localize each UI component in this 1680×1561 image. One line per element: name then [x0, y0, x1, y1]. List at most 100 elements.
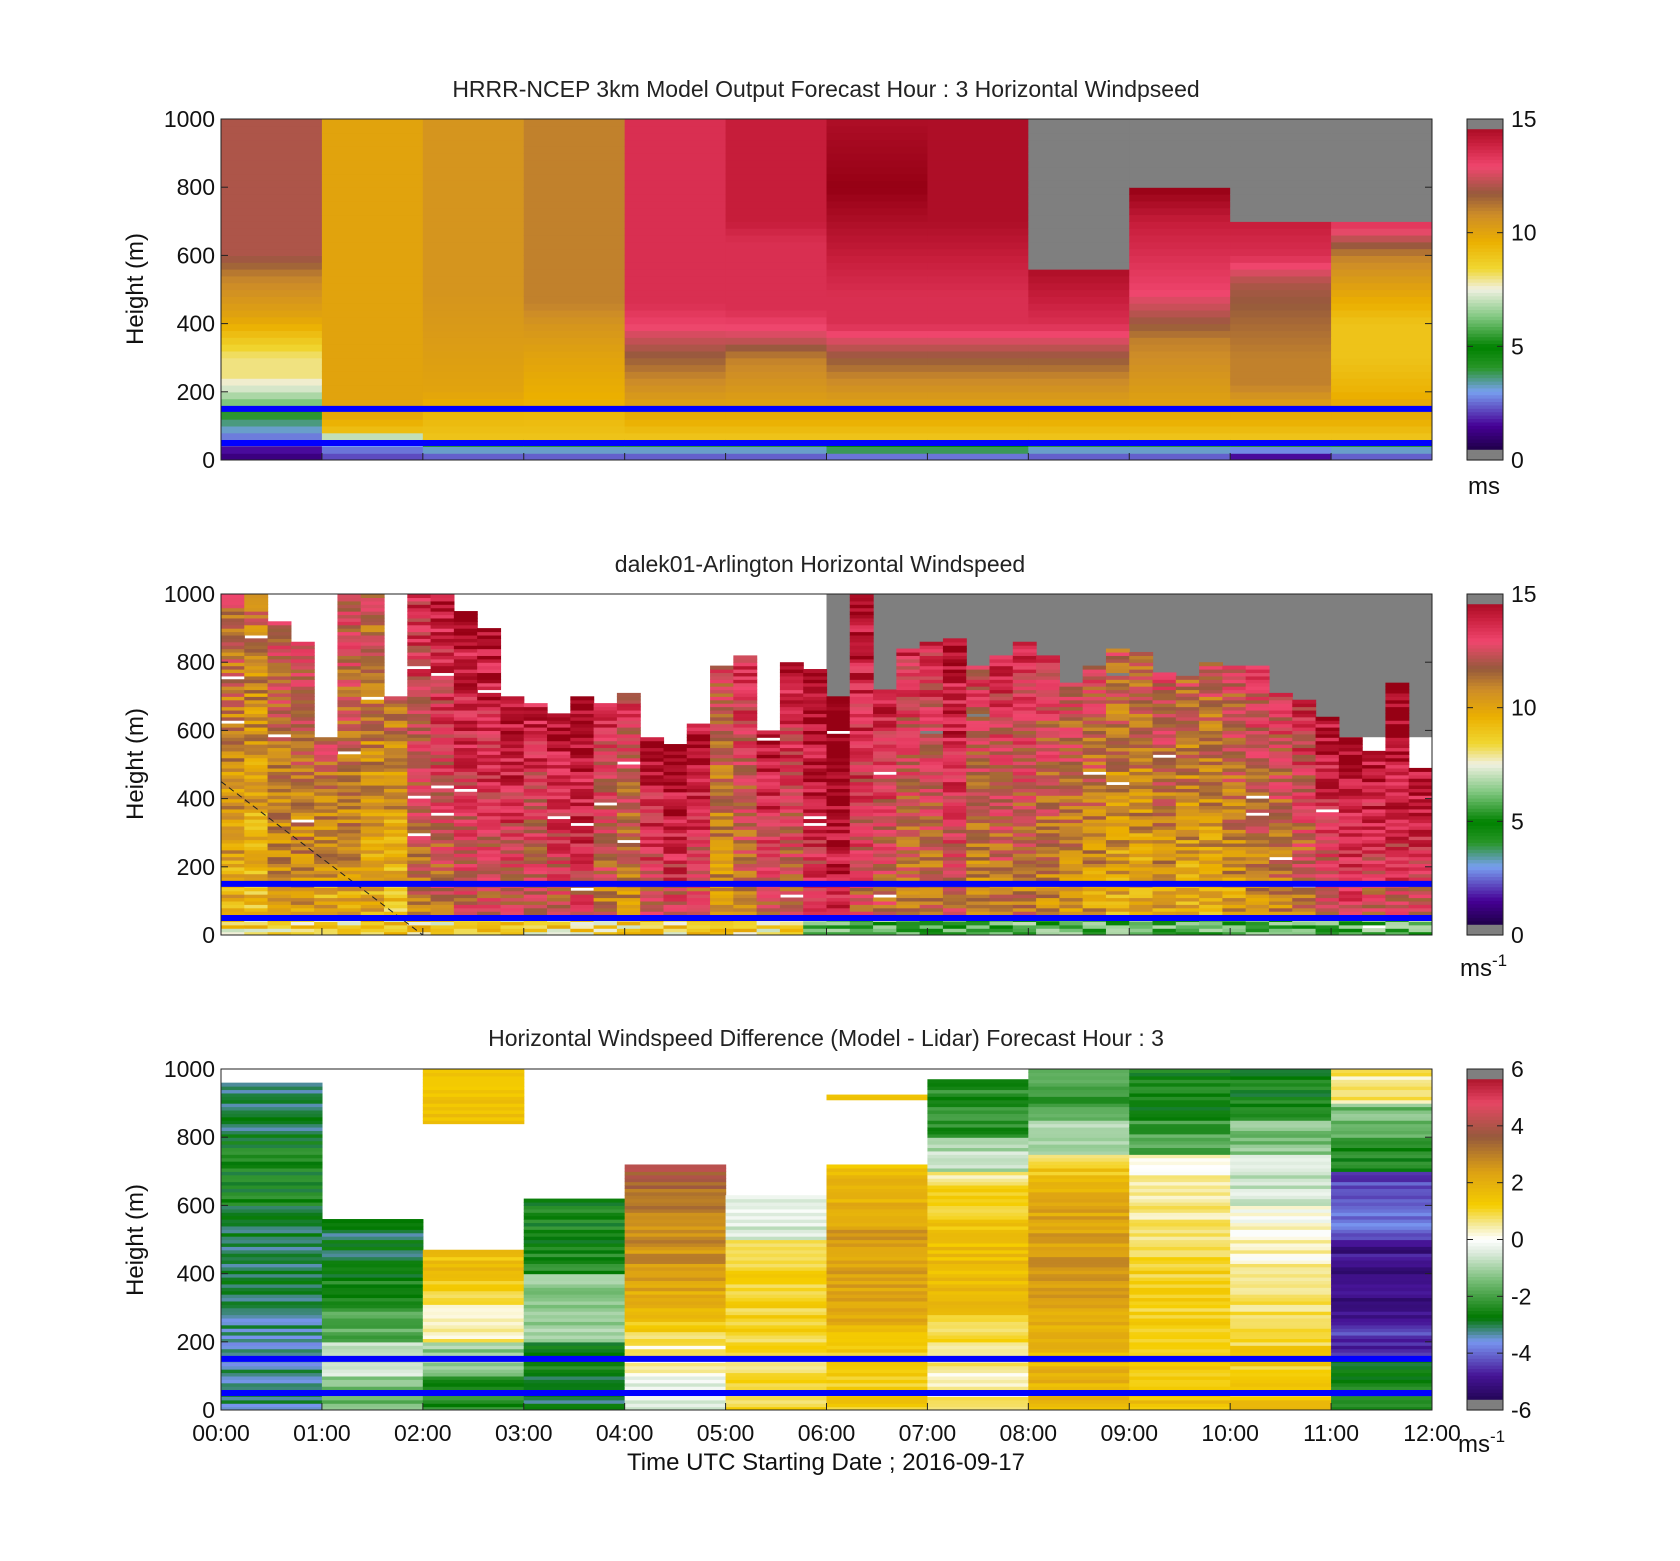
- heatmap-cell: [686, 863, 711, 868]
- heatmap-cell: [1408, 897, 1432, 902]
- heatmap-cell: [1059, 921, 1084, 926]
- heatmap-cell: [523, 825, 548, 830]
- heatmap-cell: [1408, 859, 1432, 864]
- heatmap-cell: [624, 303, 727, 311]
- heatmap-cell: [407, 805, 432, 810]
- heatmap-cell: [756, 890, 781, 895]
- heatmap-cell: [1331, 412, 1432, 420]
- heatmap-cell: [1059, 856, 1084, 861]
- heatmap-cell: [422, 248, 525, 256]
- heatmap-cell: [244, 829, 269, 834]
- heatmap-cell: [826, 269, 929, 277]
- heatmap-cell: [267, 802, 292, 807]
- heatmap-cell: [1012, 894, 1037, 899]
- heatmap-cell: [1230, 180, 1332, 188]
- heatmap-cell: [1199, 846, 1224, 851]
- heatmap-cell: [523, 709, 548, 714]
- heatmap-cell: [989, 819, 1014, 824]
- heatmap-cell: [321, 357, 424, 366]
- heatmap-cell: [523, 767, 548, 772]
- heatmap-cell: [221, 795, 245, 800]
- heatmap-cell: [1268, 921, 1293, 926]
- colorbar-swatch: [1467, 299, 1503, 304]
- heatmap-cell: [360, 655, 385, 660]
- heatmap-cell: [686, 931, 711, 935]
- chart-title: Horizontal Windspeed Difference (Model -…: [488, 1025, 1164, 1051]
- colorbar-swatch: [1467, 258, 1503, 263]
- heatmap-cell: [1129, 689, 1154, 694]
- heatmap-cell: [407, 774, 432, 779]
- heatmap-cell: [663, 795, 688, 800]
- heatmap-cell: [640, 873, 665, 878]
- heatmap-cell: [1268, 870, 1293, 875]
- heatmap-cell: [244, 597, 269, 602]
- heatmap-cell: [430, 607, 455, 612]
- colorbar-swatch: [1467, 723, 1503, 728]
- heatmap-cell: [337, 604, 362, 609]
- heatmap-cell: [1028, 398, 1130, 407]
- heatmap-cell: [1036, 859, 1060, 864]
- heatmap-cell: [686, 866, 711, 871]
- heatmap-cell: [1385, 692, 1410, 697]
- heatmap-cell: [624, 425, 727, 434]
- heatmap-cell: [640, 784, 665, 789]
- heatmap-cell: [1082, 723, 1107, 728]
- heatmap-cell: [1082, 846, 1107, 851]
- heatmap-cell: [570, 754, 595, 759]
- heatmap-cell: [267, 665, 292, 670]
- colorbar-swatch: [1467, 754, 1503, 759]
- heatmap-cell: [1152, 750, 1177, 755]
- heatmap-cell: [1408, 863, 1432, 868]
- colorbar-swatch: [1467, 645, 1503, 650]
- heatmap-cell: [849, 747, 874, 752]
- heatmap-cell: [244, 767, 269, 772]
- heatmap-cell: [314, 856, 339, 861]
- heatmap-cell: [384, 849, 408, 854]
- heatmap-cell: [826, 836, 851, 841]
- heatmap-cell: [733, 747, 758, 752]
- heatmap-cell: [430, 887, 455, 892]
- heatmap-cell: [616, 791, 641, 796]
- heatmap-cell: [733, 853, 758, 858]
- colorbar-swatch: [1467, 651, 1503, 656]
- heatmap-cell: [1129, 866, 1154, 871]
- heatmap-cell: [570, 771, 595, 776]
- heatmap-cell: [896, 832, 921, 837]
- heatmap-cell: [756, 788, 781, 793]
- heatmap-cell: [290, 771, 315, 776]
- heatmap-cell: [1315, 822, 1340, 827]
- colorbar-swatch: [1467, 839, 1503, 844]
- heatmap-cell: [640, 836, 665, 841]
- heatmap-cell: [803, 849, 828, 854]
- heatmap-cell: [710, 689, 734, 694]
- heatmap-cell: [826, 829, 851, 834]
- heatmap-cell: [1222, 890, 1247, 895]
- heatmap-cell: [593, 856, 618, 861]
- heatmap-cell: [1129, 733, 1154, 738]
- heatmap-cell: [1292, 754, 1317, 759]
- heatmap-cell: [360, 795, 385, 800]
- heatmap-cell: [321, 194, 424, 202]
- heatmap-cell: [686, 808, 711, 813]
- heatmap-cell: [221, 829, 245, 834]
- heatmap-cell: [1129, 398, 1231, 407]
- heatmap-cell: [640, 887, 665, 892]
- heatmap-cell: [873, 822, 897, 827]
- heatmap-cell: [1362, 849, 1387, 854]
- heatmap-cell: [221, 808, 245, 813]
- heatmap-cell: [1385, 788, 1410, 793]
- heatmap-cell: [1152, 822, 1177, 827]
- heatmap-cell: [989, 877, 1014, 882]
- heatmap-cell: [523, 870, 548, 875]
- heatmap-cell: [500, 771, 525, 776]
- heatmap-cell: [803, 870, 828, 875]
- heatmap-cell: [244, 839, 269, 844]
- heatmap-cell: [1222, 894, 1247, 899]
- heatmap-cell: [244, 706, 269, 711]
- heatmap-cell: [500, 812, 525, 817]
- heatmap-cell: [826, 774, 851, 779]
- heatmap-cell: [290, 672, 315, 677]
- heatmap-cell: [966, 846, 991, 851]
- heatmap-cell: [1175, 726, 1200, 731]
- heatmap-cell: [919, 904, 944, 909]
